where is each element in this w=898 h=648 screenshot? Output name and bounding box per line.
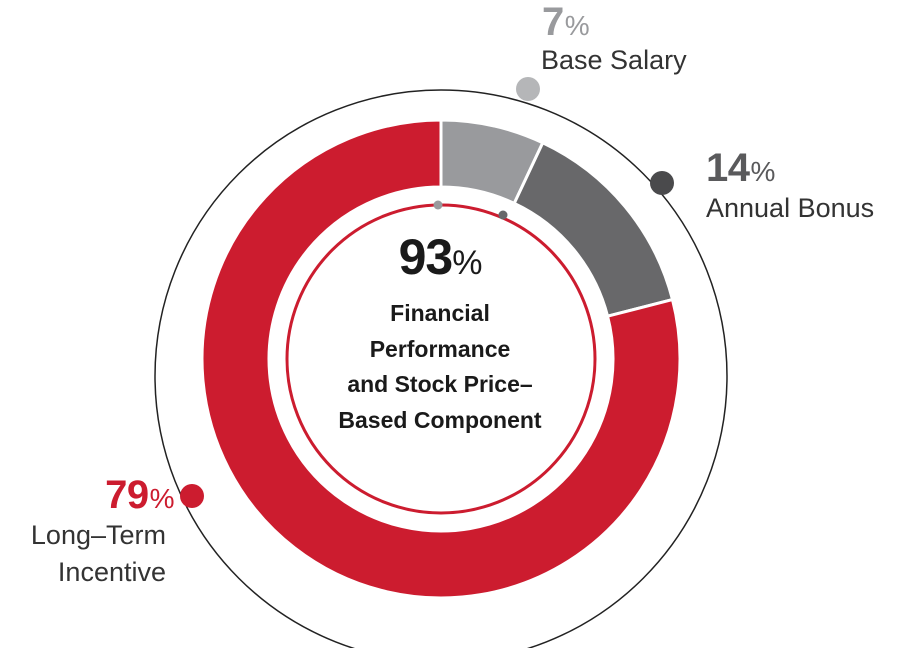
slice-long-term-incentive <box>200 118 682 600</box>
legend-dot-base-salary <box>516 77 540 101</box>
center-line-3: and Stock Price– <box>347 371 533 398</box>
center-line-4: Based Component <box>338 406 542 433</box>
center-line-1: Financial <box>390 300 490 326</box>
base-salary-percent: 7% <box>542 0 590 44</box>
label-annual-bonus: 14% <box>706 148 775 188</box>
marker-dot-base-salary <box>433 200 443 210</box>
slices-group <box>200 118 682 600</box>
lti-name-line1: Long–Term <box>30 520 166 550</box>
center-summary: 93% Financial Performance and Stock Pric… <box>290 232 590 439</box>
center-percent: 93% <box>398 229 483 285</box>
lti-percent: 79% <box>105 473 174 517</box>
outer-ring <box>154 89 728 648</box>
legend-dot-lti <box>180 484 204 508</box>
base-salary-name: Base Salary <box>541 45 687 75</box>
marker-dot-annual-bonus <box>498 210 508 220</box>
center-description: Financial Performance and Stock Price– B… <box>290 296 590 439</box>
lti-name-line2: Incentive <box>57 557 166 587</box>
annual-bonus-percent: 14% <box>706 146 775 190</box>
legend-dot-annual-bonus <box>650 171 674 195</box>
center-line-2: Performance <box>369 335 511 362</box>
label-lti: 79% <box>105 475 174 515</box>
annual-bonus-name: Annual Bonus <box>706 193 875 223</box>
label-base-salary: 7% <box>542 0 590 44</box>
